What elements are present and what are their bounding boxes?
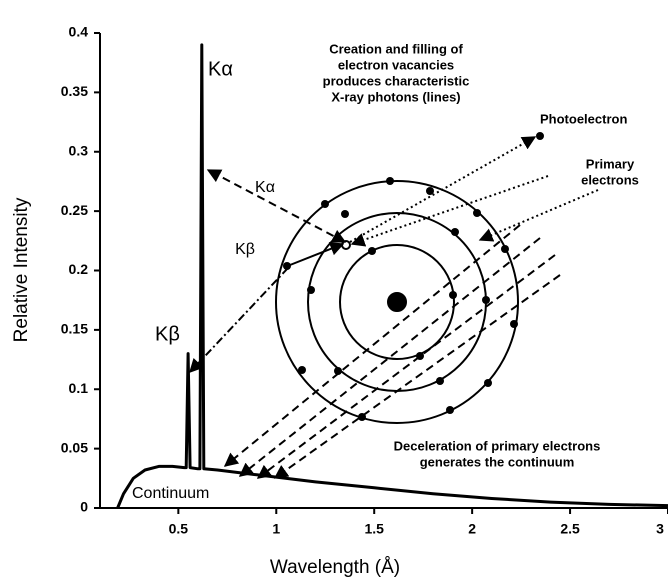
y-tick-label: 0.1 bbox=[69, 380, 89, 396]
y-tick-label: 0.15 bbox=[61, 321, 88, 337]
x-tick-label: 2 bbox=[468, 521, 476, 537]
annotation: Creation and filling of bbox=[329, 41, 463, 56]
annotation: Deceleration of primary electrons bbox=[394, 438, 601, 453]
x-axis-label: Wavelength (Å) bbox=[270, 557, 400, 578]
annotation: Kβ bbox=[235, 241, 255, 258]
annotation: Kα bbox=[208, 58, 233, 80]
y-axis-label: Relative Intensity bbox=[11, 197, 32, 342]
y-tick-label: 0.2 bbox=[69, 261, 89, 277]
y-tick-label: 0.3 bbox=[69, 142, 89, 158]
y-tick-label: 0 bbox=[80, 499, 88, 515]
annotation: Continuum bbox=[132, 485, 209, 502]
x-tick-label: 1.5 bbox=[364, 521, 384, 537]
annotation: electrons bbox=[581, 172, 639, 187]
annotation: Primary bbox=[586, 156, 635, 171]
y-tick-label: 0.05 bbox=[61, 439, 88, 455]
annotation: X-ray photons (lines) bbox=[331, 89, 460, 104]
annotation: Photoelectron bbox=[540, 111, 627, 126]
annotation: generates the continuum bbox=[420, 454, 575, 469]
spectrum-line bbox=[116, 43, 668, 509]
y-tick-label: 0.4 bbox=[69, 24, 89, 40]
y-tick-label: 0.25 bbox=[61, 202, 88, 218]
annotation: Kα bbox=[255, 179, 275, 196]
y-tick-label: 0.35 bbox=[61, 83, 88, 99]
x-tick-label: 0.5 bbox=[169, 521, 189, 537]
annotation: electron vacancies bbox=[338, 57, 454, 72]
annotation: Kβ bbox=[155, 323, 180, 345]
x-tick-label: 2.5 bbox=[560, 521, 580, 537]
annotation: produces characteristic bbox=[323, 73, 470, 88]
x-tick-label: 3 bbox=[656, 521, 664, 537]
atom-diagram bbox=[189, 132, 599, 479]
x-tick-label: 1 bbox=[272, 521, 280, 537]
